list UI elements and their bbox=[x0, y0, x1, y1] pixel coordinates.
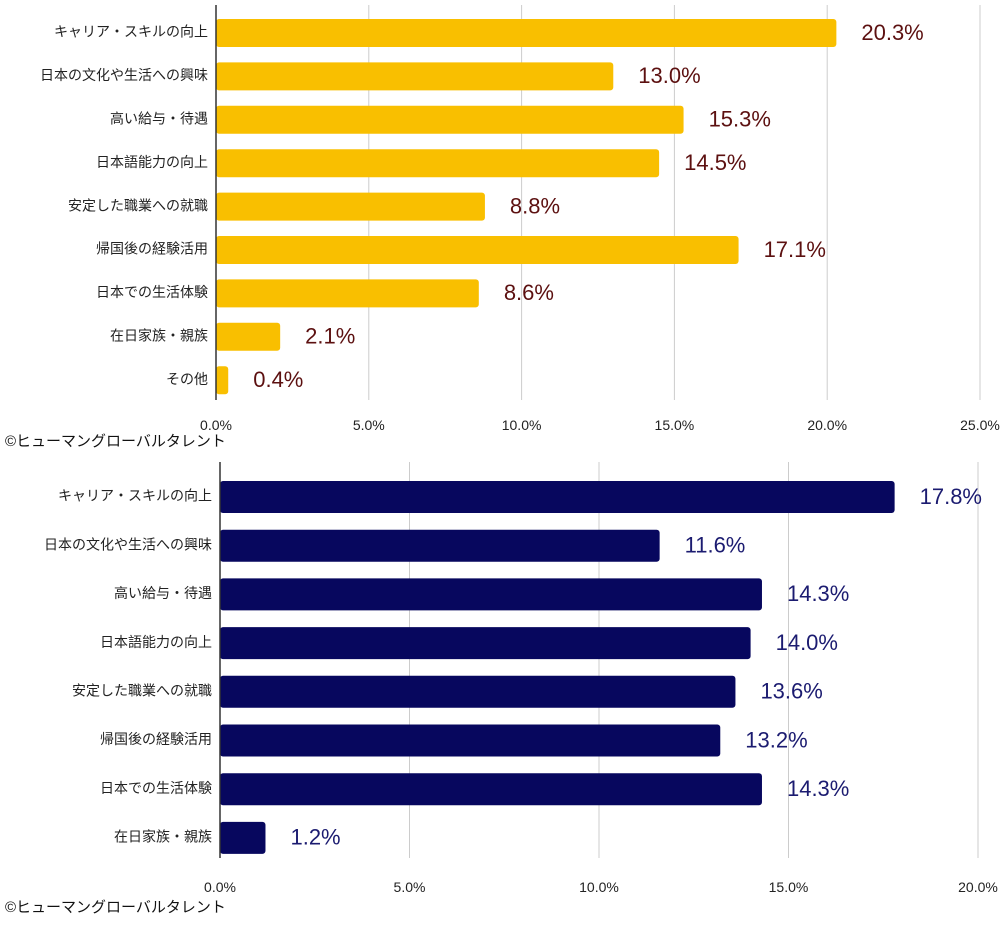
bar bbox=[220, 578, 762, 611]
data-label: 0.4% bbox=[253, 367, 303, 392]
data-label: 14.0% bbox=[776, 630, 838, 655]
data-label: 17.8% bbox=[920, 484, 982, 509]
tick-label: 10.0% bbox=[502, 417, 542, 433]
bar bbox=[216, 19, 837, 47]
bar bbox=[216, 192, 485, 221]
data-label: 8.6% bbox=[504, 280, 554, 305]
tick-label: 5.0% bbox=[394, 879, 426, 895]
data-label: 13.0% bbox=[638, 63, 700, 88]
bar bbox=[216, 105, 684, 134]
category-label: 在日家族・親族 bbox=[110, 328, 208, 344]
data-label: 13.2% bbox=[745, 727, 807, 752]
category-label: 安定した職業への就職 bbox=[72, 683, 212, 699]
bar bbox=[216, 236, 739, 264]
tick-label: 20.0% bbox=[958, 879, 998, 895]
data-label: 2.1% bbox=[305, 324, 355, 349]
tick-label: 15.0% bbox=[655, 417, 695, 433]
bar bbox=[216, 322, 281, 351]
category-label: キャリア・スキルの向上 bbox=[54, 24, 208, 40]
bar bbox=[220, 675, 736, 708]
tick-label: 10.0% bbox=[579, 879, 619, 895]
data-label: 13.6% bbox=[760, 679, 822, 704]
data-label: 15.3% bbox=[709, 107, 771, 132]
category-label: 日本での生活体験 bbox=[100, 780, 212, 796]
category-label: 高い給与・待遇 bbox=[110, 111, 208, 127]
category-label: 日本語能力の向上 bbox=[96, 154, 208, 170]
tick-label: 0.0% bbox=[200, 417, 232, 433]
category-label: 在日家族・親族 bbox=[114, 829, 212, 845]
category-label: キャリア・スキルの向上 bbox=[58, 488, 212, 504]
tick-label: 5.0% bbox=[353, 417, 385, 433]
data-label: 1.2% bbox=[290, 825, 340, 850]
data-label: 17.1% bbox=[764, 237, 826, 262]
category-label: 日本での生活体験 bbox=[96, 284, 208, 300]
data-label: 14.5% bbox=[684, 150, 746, 175]
category-label: その他 bbox=[166, 371, 208, 387]
category-label: 安定した職業への就職 bbox=[68, 197, 208, 213]
bar bbox=[220, 773, 762, 806]
bar bbox=[220, 529, 660, 562]
bar bbox=[216, 62, 614, 91]
category-label: 帰国後の経験活用 bbox=[96, 241, 208, 257]
bar bbox=[220, 627, 751, 660]
copyright: ©ヒューマングローバルタレント bbox=[5, 433, 226, 450]
category-label: 帰国後の経験活用 bbox=[100, 731, 212, 747]
tick-label: 20.0% bbox=[807, 417, 847, 433]
bar bbox=[216, 366, 229, 395]
category-label: 日本語能力の向上 bbox=[100, 634, 212, 650]
tick-label: 25.0% bbox=[960, 417, 1000, 433]
data-label: 20.3% bbox=[861, 20, 923, 45]
data-label: 14.3% bbox=[787, 776, 849, 801]
data-label: 11.6% bbox=[685, 533, 746, 558]
data-label: 8.8% bbox=[510, 193, 560, 218]
copyright: ©ヒューマングローバルタレント bbox=[5, 899, 226, 916]
bar bbox=[220, 821, 266, 854]
bar bbox=[220, 481, 895, 513]
chart-1: 0.0% 5.0% 10.0% 15.0% 20.0% 25.0% キャリア・スキルの向上 2… bbox=[5, 5, 1000, 450]
bar bbox=[216, 279, 479, 308]
data-label: 14.3% bbox=[787, 581, 849, 606]
bar bbox=[220, 724, 721, 757]
bar bbox=[216, 149, 660, 178]
tick-label: 0.0% bbox=[204, 879, 236, 895]
chart-2: 0.0% 5.0% 10.0% 15.0% 20.0% キャリア・スキルの向上 17.8% 日… bbox=[5, 462, 998, 916]
category-label: 日本の文化や生活への興味 bbox=[40, 67, 208, 83]
category-label: 日本の文化や生活への興味 bbox=[44, 536, 212, 552]
tick-label: 15.0% bbox=[769, 879, 809, 895]
category-label: 高い給与・待遇 bbox=[114, 585, 212, 601]
